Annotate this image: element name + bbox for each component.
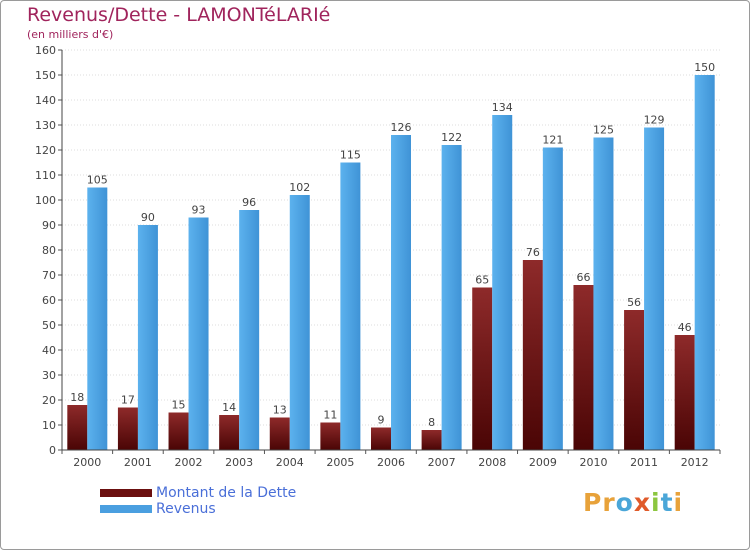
bar-revenus	[644, 127, 665, 450]
bar-revenus	[492, 115, 513, 450]
x-tick-label: 2008	[478, 456, 506, 469]
bar-revenus	[391, 135, 411, 450]
bar-dette	[67, 405, 88, 450]
logo-letter: i	[651, 488, 661, 517]
x-tick-label: 2006	[377, 456, 405, 469]
bar-revenus	[593, 137, 614, 450]
data-label-revenus: 125	[593, 124, 614, 137]
y-tick-label: 130	[35, 119, 56, 132]
y-tick-label: 100	[35, 194, 56, 207]
bar-dette	[219, 415, 240, 450]
legend-label-debt: Montant de la Dette	[156, 485, 297, 501]
legend-label-revenus: Revenus	[156, 501, 216, 517]
bar-dette	[117, 407, 138, 450]
data-label-dette: 15	[172, 399, 186, 412]
data-label-revenus: 150	[694, 61, 715, 74]
bar-revenus	[441, 145, 462, 450]
bar-revenus	[137, 225, 158, 450]
data-label-revenus: 105	[87, 174, 108, 187]
bar-revenus	[340, 162, 361, 450]
data-label-dette: 18	[70, 391, 84, 404]
data-label-dette: 13	[273, 404, 287, 417]
logo-letter: r	[602, 488, 616, 517]
data-label-dette: 11	[323, 409, 337, 422]
x-tick-label: 2004	[276, 456, 304, 469]
data-label-revenus: 96	[242, 196, 256, 209]
bar-dette	[573, 285, 594, 450]
x-tick-label: 2003	[225, 456, 253, 469]
data-label-revenus: 102	[289, 181, 310, 194]
legend-swatch-debt	[100, 489, 152, 497]
bar-dette	[421, 430, 442, 450]
bar-revenus	[87, 187, 108, 450]
y-tick-label: 160	[35, 44, 56, 57]
chart-title: Revenus/Dette - LAMONTéLARIé	[27, 4, 331, 26]
data-label-revenus: 93	[192, 204, 206, 217]
logo-letter: i	[673, 488, 684, 517]
x-tick-label: 2010	[579, 456, 607, 469]
y-tick-label: 120	[35, 144, 56, 157]
bar-dette	[522, 260, 543, 450]
data-label-dette: 56	[627, 296, 641, 309]
y-tick-label: 110	[35, 169, 56, 182]
bar-dette	[624, 310, 645, 450]
x-tick-label: 2011	[630, 456, 658, 469]
data-label-revenus: 115	[340, 149, 361, 162]
y-tick-label: 30	[42, 369, 56, 382]
bar-revenus	[239, 210, 260, 450]
y-tick-label: 150	[35, 69, 56, 82]
y-tick-label: 20	[42, 394, 56, 407]
data-label-revenus: 126	[391, 121, 412, 134]
y-tick-label: 40	[42, 344, 56, 357]
bar-dette	[472, 287, 493, 450]
y-tick-label: 70	[42, 269, 56, 282]
proxiti-logo: Proxiti	[583, 488, 683, 517]
x-tick-label: 2005	[326, 456, 354, 469]
data-label-dette: 14	[222, 401, 236, 414]
data-label-dette: 65	[475, 274, 489, 287]
data-label-dette: 76	[526, 246, 540, 259]
logo-letter: t	[660, 488, 674, 517]
y-tick-label: 90	[42, 219, 56, 232]
data-label-dette: 66	[576, 271, 590, 284]
data-label-revenus: 122	[441, 131, 462, 144]
bar-dette	[371, 427, 391, 450]
bar-dette	[269, 417, 290, 450]
bar-dette	[320, 422, 341, 450]
bar-revenus	[188, 217, 209, 450]
data-label-revenus: 134	[492, 101, 513, 114]
y-tick-label: 10	[42, 419, 56, 432]
y-tick-label: 80	[42, 244, 56, 257]
legend-swatch-revenus	[100, 505, 152, 513]
x-tick-label: 2007	[428, 456, 456, 469]
data-label-revenus: 129	[644, 114, 665, 127]
bar-revenus	[542, 147, 563, 450]
x-tick-label: 2001	[124, 456, 152, 469]
data-label-revenus: 90	[141, 211, 155, 224]
data-label-revenus: 121	[542, 134, 563, 147]
x-tick-label: 2012	[681, 456, 709, 469]
y-tick-label: 140	[35, 94, 56, 107]
bar-revenus	[694, 75, 715, 450]
data-label-dette: 8	[428, 416, 435, 429]
y-tick-label: 0	[49, 444, 56, 457]
x-tick-label: 2009	[529, 456, 557, 469]
bar-dette	[168, 412, 189, 450]
data-label-dette: 9	[378, 414, 385, 427]
chart-subtitle: (en milliers d'€)	[27, 28, 114, 41]
logo-letter: o	[615, 488, 634, 517]
logo-letter: P	[583, 488, 603, 517]
bar-dette	[674, 335, 695, 450]
y-tick-label: 50	[42, 319, 56, 332]
y-tick-label: 60	[42, 294, 56, 307]
logo-letter: x	[633, 488, 651, 517]
bar-revenus	[289, 195, 310, 450]
x-tick-label: 2000	[73, 456, 101, 469]
x-tick-label: 2002	[175, 456, 203, 469]
data-label-dette: 17	[121, 394, 135, 407]
data-label-dette: 46	[678, 321, 692, 334]
